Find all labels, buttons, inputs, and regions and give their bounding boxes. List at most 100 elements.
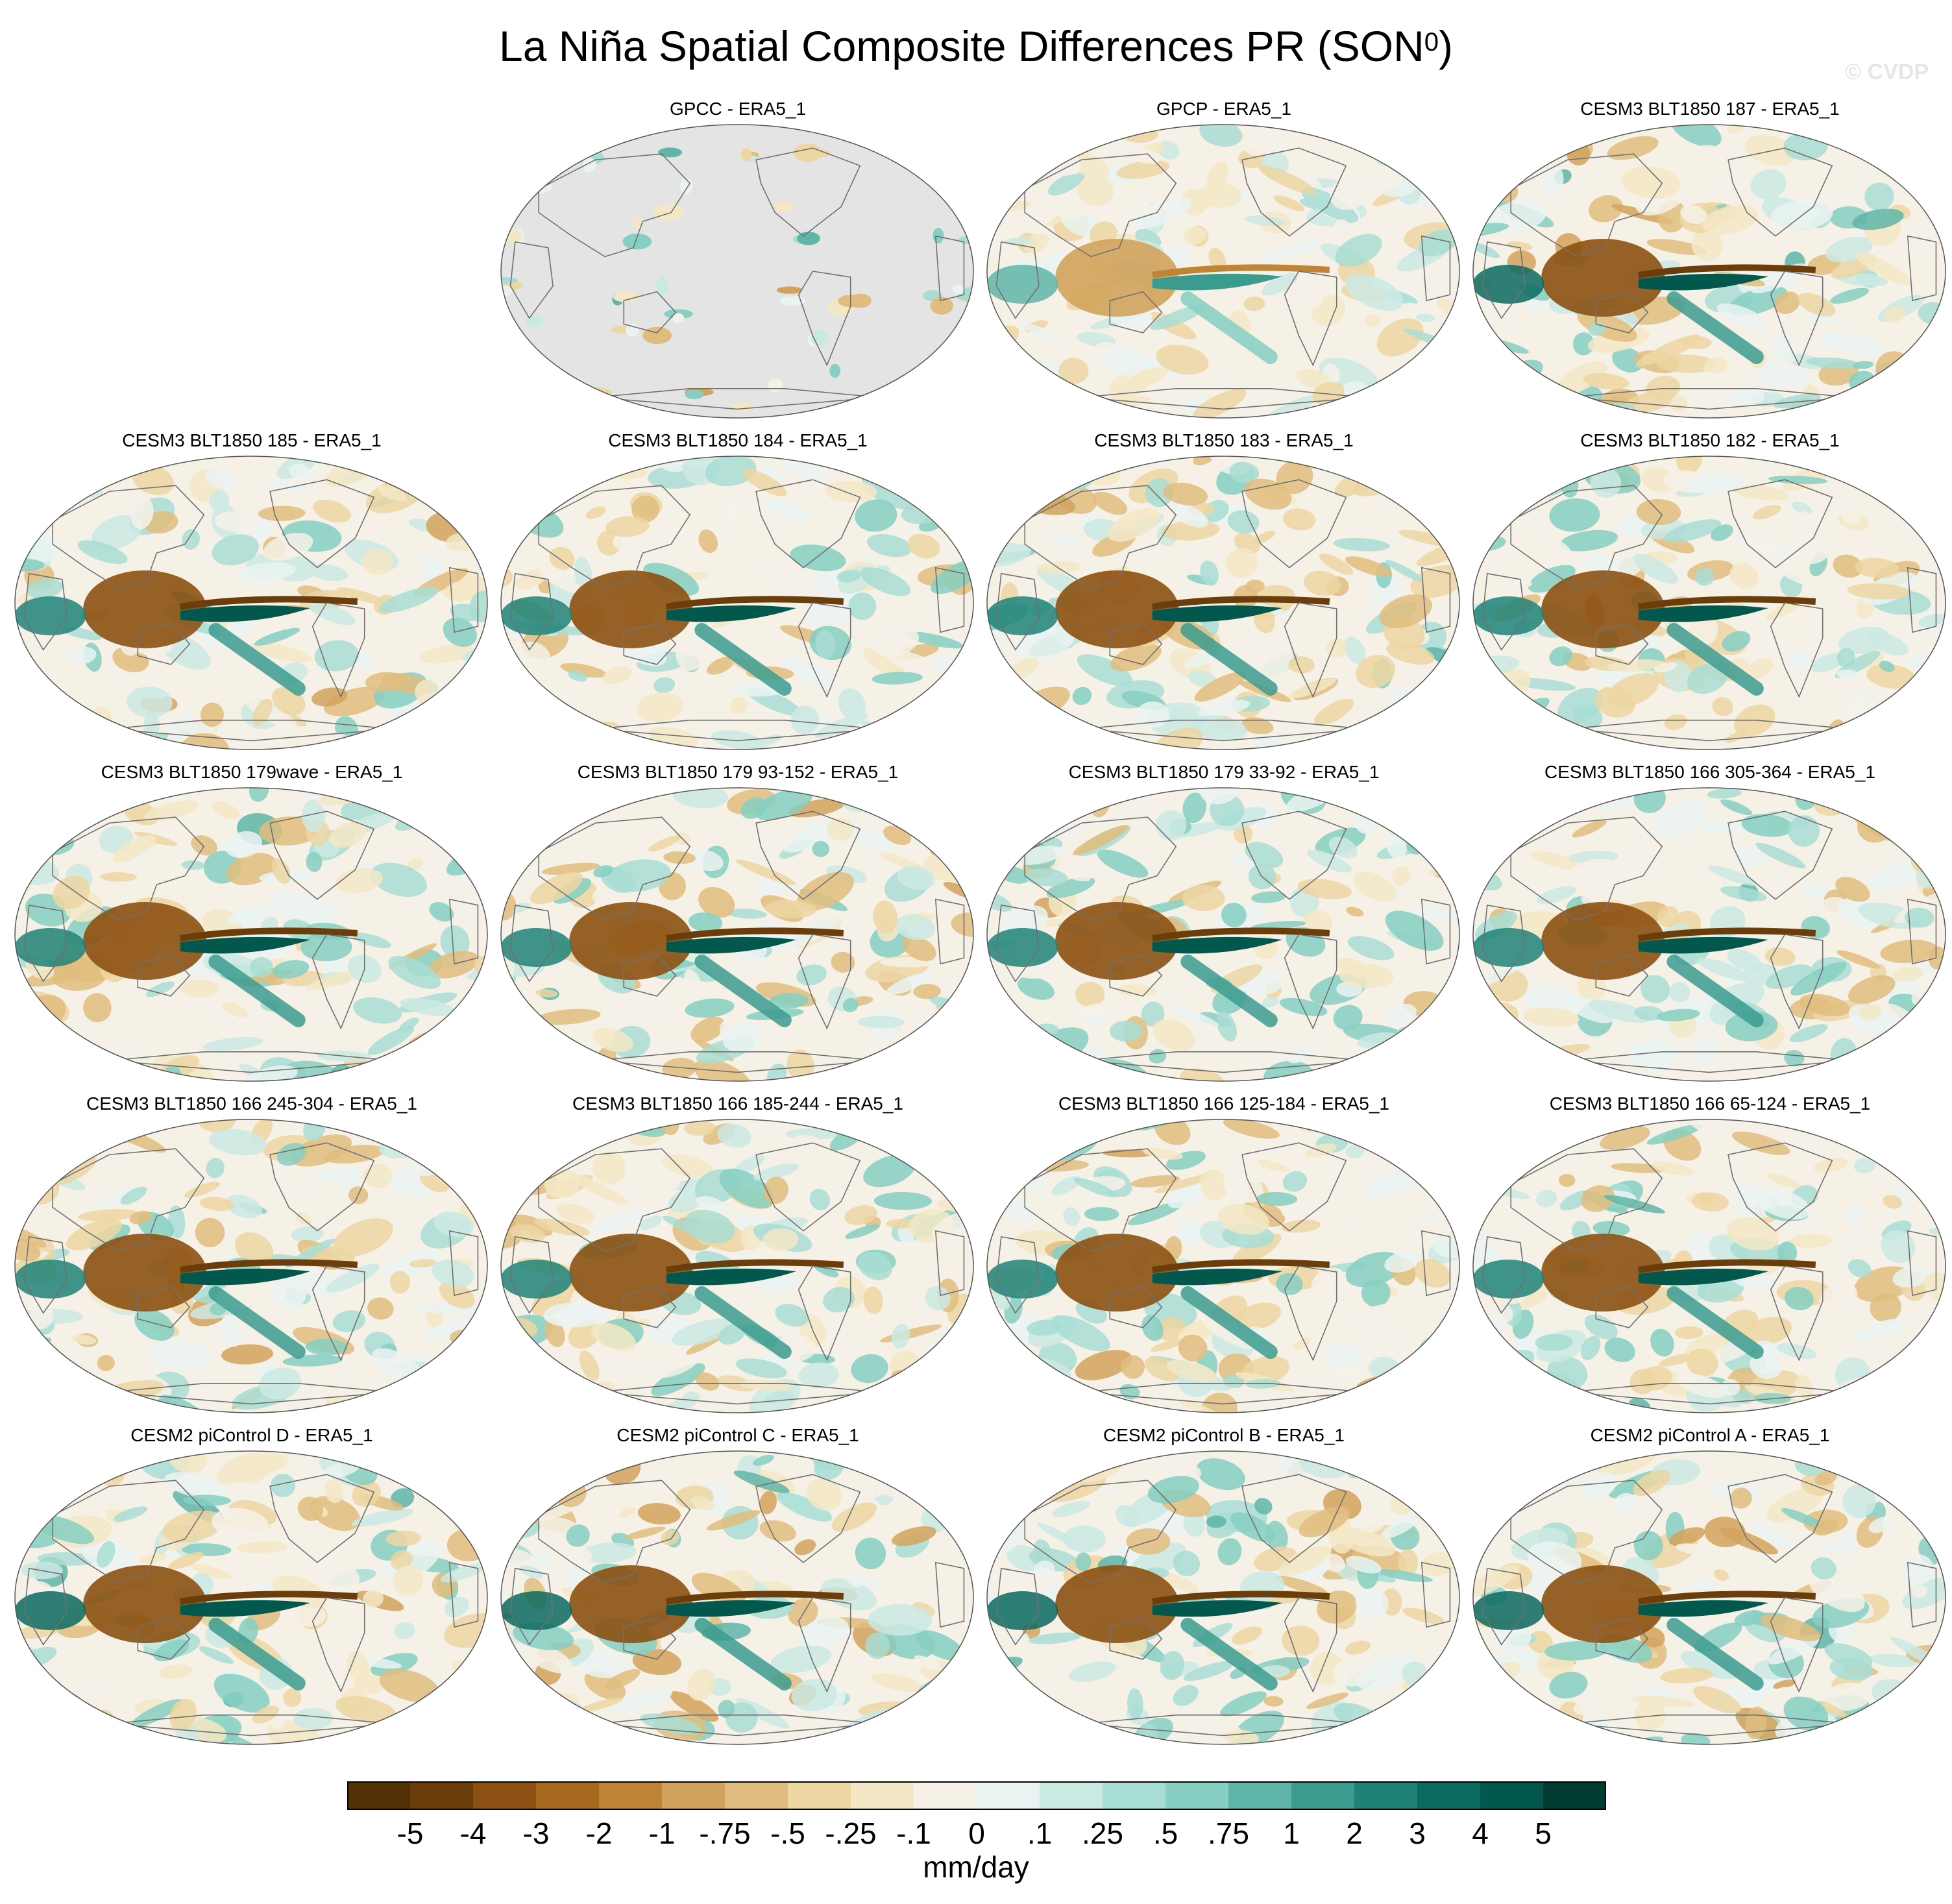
colorbar-tick-label: -5 xyxy=(396,1816,424,1850)
precip-difference-map xyxy=(14,1119,488,1413)
colorbar-tick-label: 1 xyxy=(1283,1816,1300,1850)
precip-difference-map xyxy=(1472,787,1946,1082)
precip-difference-map xyxy=(986,1119,1460,1413)
colorbar-tick-label: -.25 xyxy=(825,1816,877,1850)
map-panel-title: CESM3 BLT1850 166 125-184 - ERA5_1 xyxy=(1058,1093,1389,1114)
colorbar-swatch xyxy=(1417,1781,1480,1810)
map-outline xyxy=(500,124,974,419)
colorbar-tick-label: -4 xyxy=(459,1816,487,1850)
map-panel-title: CESM3 BLT1850 166 305-364 - ERA5_1 xyxy=(1544,762,1875,782)
precip-difference-map xyxy=(14,456,488,750)
map-outline xyxy=(1472,1119,1946,1413)
map-panel-title: CESM3 BLT1850 166 65-124 - ERA5_1 xyxy=(1549,1093,1871,1114)
map-panel-title: CESM3 BLT1850 184 - ERA5_1 xyxy=(608,430,868,450)
map-panel-title: CESM2 piControl C - ERA5_1 xyxy=(616,1425,859,1445)
title-superscript: 0 xyxy=(1424,28,1439,56)
precip-difference-map xyxy=(500,787,974,1082)
map-outline xyxy=(986,1119,1460,1413)
colorbar-swatch xyxy=(851,1781,914,1810)
map-panel-title: CESM3 BLT1850 179wave - ERA5_1 xyxy=(101,762,403,782)
colorbar-swatch xyxy=(725,1781,788,1810)
colorbar-tick-label: 0 xyxy=(968,1816,985,1850)
map-panel: GPCP - ERA5_1 xyxy=(981,97,1467,422)
cvdp-watermark: © CVDP xyxy=(1845,60,1929,84)
colorbar-swatch xyxy=(536,1781,599,1810)
map-outline xyxy=(1472,787,1946,1082)
map-outline xyxy=(1472,456,1946,750)
map-outline xyxy=(500,1450,974,1745)
colorbar-tick-label: -1 xyxy=(648,1816,676,1850)
colorbar-tick-label: -3 xyxy=(522,1816,550,1850)
precip-difference-map xyxy=(986,787,1460,1082)
figure-title: La Niña Spatial Composite Differences PR… xyxy=(499,22,1453,70)
map-panel-title: CESM2 piControl D - ERA5_1 xyxy=(130,1425,373,1445)
map-panel: CESM3 BLT1850 166 305-364 - ERA5_1 xyxy=(1467,761,1952,1085)
map-panel: CESM3 BLT1850 184 - ERA5_1 xyxy=(495,429,981,753)
map-panel-title: GPCC - ERA5_1 xyxy=(669,99,807,119)
map-panel-title: CESM2 piControl B - ERA5_1 xyxy=(1103,1425,1345,1445)
colorbar-tick-label: -2 xyxy=(585,1816,613,1850)
precip-difference-map xyxy=(986,456,1460,750)
map-outline xyxy=(14,456,488,750)
map-panel: CESM3 BLT1850 166 185-244 - ERA5_1 xyxy=(495,1092,981,1417)
map-panel-title: CESM3 BLT1850 187 - ERA5_1 xyxy=(1580,99,1840,119)
map-panel: CESM3 BLT1850 166 65-124 - ERA5_1 xyxy=(1467,1092,1952,1417)
precip-difference-map xyxy=(14,787,488,1082)
map-outline xyxy=(14,787,488,1082)
map-panel: CESM3 BLT1850 182 - ERA5_1 xyxy=(1467,429,1952,753)
map-panel: CESM3 BLT1850 187 - ERA5_1 xyxy=(1467,97,1952,422)
precip-difference-map xyxy=(500,1450,974,1745)
colorbar-tick-label: .75 xyxy=(1208,1816,1249,1850)
colorbar-swatch xyxy=(1543,1781,1606,1810)
map-panel: CESM3 BLT1850 179 33-92 - ERA5_1 xyxy=(981,761,1467,1085)
map-outline xyxy=(14,1119,488,1413)
map-outline xyxy=(500,1119,974,1413)
map-panel: CESM2 piControl A - ERA5_1 xyxy=(1467,1424,1952,1748)
map-panel: CESM2 piControl B - ERA5_1 xyxy=(981,1424,1467,1748)
colorbar-swatch xyxy=(599,1781,662,1810)
colorbar-swatch xyxy=(1354,1781,1417,1810)
colorbar-tick-label: 3 xyxy=(1409,1816,1426,1850)
map-panel-title: CESM3 BLT1850 166 245-304 - ERA5_1 xyxy=(86,1093,417,1114)
map-panel: CESM3 BLT1850 183 - ERA5_1 xyxy=(981,429,1467,753)
map-panel-title: CESM2 piControl A - ERA5_1 xyxy=(1590,1425,1830,1445)
map-panel-title: CESM3 BLT1850 182 - ERA5_1 xyxy=(1580,430,1840,450)
colorbar-swatch xyxy=(473,1781,536,1810)
map-panel: CESM2 piControl D - ERA5_1 xyxy=(9,1424,494,1748)
map-outline xyxy=(986,124,1460,419)
precip-difference-map xyxy=(500,456,974,750)
map-panel-title: GPCP - ERA5_1 xyxy=(1156,99,1292,119)
colorbar-tick-label: 4 xyxy=(1472,1816,1489,1850)
colorbar-swatch xyxy=(410,1781,473,1810)
colorbar-tick-label: .1 xyxy=(1027,1816,1053,1850)
precip-difference-map xyxy=(14,1450,488,1745)
map-panel: CESM3 BLT1850 185 - ERA5_1 xyxy=(9,429,494,753)
map-panel: CESM3 BLT1850 179wave - ERA5_1 xyxy=(9,761,494,1085)
colorbar-swatch xyxy=(1291,1781,1354,1810)
colorbar-tick-label: .25 xyxy=(1082,1816,1123,1850)
colorbar-swatch xyxy=(1228,1781,1291,1810)
precip-difference-map xyxy=(500,1119,974,1413)
map-outline xyxy=(1472,124,1946,419)
map-panel-title: CESM3 BLT1850 183 - ERA5_1 xyxy=(1094,430,1354,450)
colorbar-swatch xyxy=(1103,1781,1165,1810)
map-outline xyxy=(500,456,974,750)
colorbar xyxy=(347,1781,1606,1810)
colorbar-swatch xyxy=(914,1781,977,1810)
colorbar-swatch xyxy=(347,1781,410,1810)
map-panel-title: CESM3 BLT1850 179 33-92 - ERA5_1 xyxy=(1068,762,1380,782)
precip-difference-map xyxy=(1472,1119,1946,1413)
colorbar-swatch xyxy=(662,1781,725,1810)
map-outline xyxy=(986,1450,1460,1745)
colorbar-swatch xyxy=(1165,1781,1228,1810)
colorbar-swatch xyxy=(1480,1781,1543,1810)
map-panel: CESM3 BLT1850 166 245-304 - ERA5_1 xyxy=(9,1092,494,1417)
map-outline xyxy=(986,787,1460,1082)
colorbar-swatch xyxy=(977,1781,1040,1810)
map-panel: GPCC - ERA5_1 xyxy=(495,97,981,422)
map-panel: CESM3 BLT1850 179 93-152 - ERA5_1 xyxy=(495,761,981,1085)
map-panel-title: CESM3 BLT1850 185 - ERA5_1 xyxy=(122,430,382,450)
map-panel-title: CESM3 BLT1850 179 93-152 - ERA5_1 xyxy=(577,762,899,782)
map-outline xyxy=(986,456,1460,750)
map-outline xyxy=(1472,1450,1946,1745)
